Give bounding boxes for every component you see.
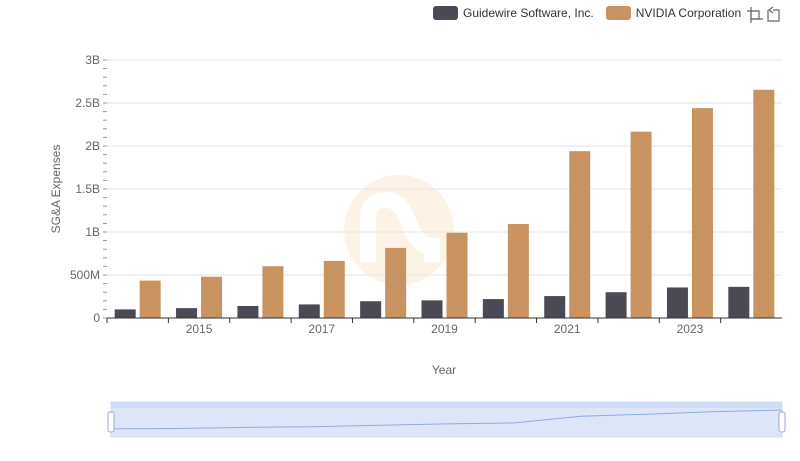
legend-item-nvidia[interactable]: NVIDIA Corporation — [605, 6, 742, 20]
bar-guidewire-2018[interactable] — [360, 301, 382, 318]
y-axis-label: SG&A Expenses — [49, 145, 63, 234]
bar-guidewire-2016[interactable] — [237, 305, 259, 318]
bar-guidewire-2019[interactable] — [421, 300, 443, 318]
watermark-logo — [344, 175, 454, 285]
bar-nvidia-2016[interactable] — [262, 266, 284, 318]
data-zoom-top-bar[interactable] — [111, 402, 782, 408]
y-tick-label: 3B — [85, 53, 100, 67]
bar-nvidia-2018[interactable] — [385, 247, 407, 318]
data-zoom-handle-right[interactable] — [778, 411, 786, 433]
bar-nvidia-2024[interactable] — [753, 89, 775, 318]
bar-nvidia-2022[interactable] — [630, 131, 652, 318]
bar-nvidia-2021[interactable] — [569, 151, 591, 318]
bar-guidewire-2021[interactable] — [544, 296, 566, 318]
bar-guidewire-2015[interactable] — [176, 308, 198, 318]
bar-nvidia-2014[interactable] — [139, 280, 161, 318]
x-axis-label: Year — [432, 363, 456, 377]
toolbox — [746, 6, 782, 24]
bar-guidewire-2014[interactable] — [114, 309, 136, 318]
x-tick-label: 2023 — [677, 322, 704, 336]
x-tick-label: 2017 — [308, 322, 335, 336]
bar-guidewire-2024[interactable] — [728, 286, 750, 318]
zoom-icon[interactable] — [746, 6, 764, 24]
y-axis: 0 500M 1B 1.5B 2B 2.5B 3B — [70, 53, 107, 325]
bar-nvidia-2023[interactable] — [691, 108, 713, 318]
x-axis: 2015 2017 2019 2021 2023 — [106, 317, 782, 336]
bar-nvidia-2017[interactable] — [323, 260, 345, 318]
reset-icon[interactable] — [764, 6, 782, 24]
y-tick-label: 1B — [85, 225, 100, 239]
y-tick-label: 0 — [93, 311, 100, 325]
bar-guidewire-2023[interactable] — [666, 287, 688, 318]
legend-swatch-nvidia — [605, 6, 631, 20]
x-tick-label: 2019 — [431, 322, 458, 336]
legend-label-nvidia: NVIDIA Corporation — [635, 6, 742, 20]
legend-swatch-guidewire — [433, 6, 458, 20]
bar-nvidia-2019[interactable] — [446, 232, 468, 318]
y-tick-label: 2B — [85, 139, 100, 153]
legend-item-guidewire[interactable]: Guidewire Software, Inc. — [433, 6, 594, 20]
legend: Guidewire Software, Inc. NVIDIA Corporat… — [433, 4, 753, 22]
bar-nvidia-2020[interactable] — [507, 224, 529, 318]
legend-label-guidewire: Guidewire Software, Inc. — [463, 6, 594, 20]
bar-guidewire-2020[interactable] — [482, 299, 504, 318]
bar-guidewire-2022[interactable] — [605, 292, 627, 318]
bar-guidewire-2017[interactable] — [298, 304, 320, 318]
data-zoom-slider[interactable] — [107, 401, 786, 438]
bar-nvidia-2015[interactable] — [201, 276, 223, 318]
y-tick-label: 1.5B — [75, 182, 100, 196]
grid — [107, 59, 782, 276]
y-tick-label: 2.5B — [75, 96, 100, 110]
x-tick-label: 2021 — [554, 322, 581, 336]
bars — [114, 89, 775, 318]
x-tick-label: 2015 — [186, 322, 213, 336]
data-zoom-preview-line — [110, 409, 783, 430]
data-zoom-handle-left[interactable] — [107, 411, 115, 433]
y-tick-label: 500M — [70, 268, 100, 282]
